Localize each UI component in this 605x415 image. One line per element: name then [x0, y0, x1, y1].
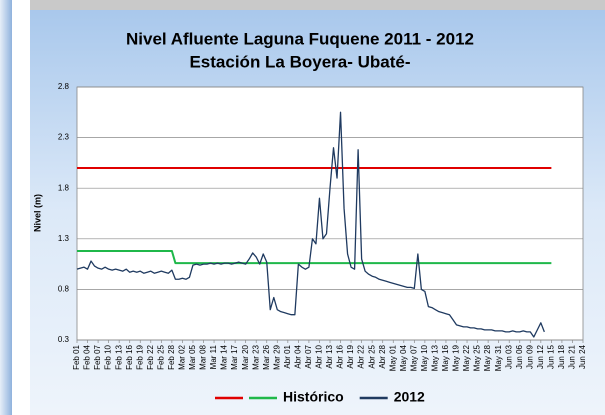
x-tick-label: Feb 25 — [156, 344, 165, 369]
y-tick-label: 2.8 — [58, 82, 70, 91]
x-tick-label: Mar 23 — [251, 344, 260, 369]
x-tick-label: May 04 — [399, 344, 408, 371]
x-tick-label: Mar 14 — [220, 344, 229, 369]
x-tick-label: Feb 13 — [114, 344, 123, 369]
x-tick-label: May 10 — [420, 344, 429, 371]
x-tick-label: May 16 — [441, 344, 450, 371]
y-tick-label: 1.3 — [58, 234, 70, 243]
x-tick-label: Jun 09 — [525, 344, 534, 369]
x-tick-label: Jun 15 — [546, 344, 555, 369]
x-tick-label: Abr 22 — [357, 344, 366, 368]
x-tick-label: May 19 — [452, 344, 461, 371]
legend-label: Histórico — [283, 389, 344, 405]
series-line — [76, 111, 545, 338]
x-tick-label: Abr 01 — [283, 344, 292, 368]
x-tick-label: Abr 16 — [336, 344, 345, 368]
series-line — [77, 249, 552, 265]
x-tick-label: Abr 13 — [325, 344, 334, 368]
x-tick-label: Mar 08 — [199, 344, 208, 369]
x-tick-label: Jun 12 — [536, 344, 545, 369]
y-tick-label: 0.8 — [58, 285, 70, 294]
x-tick-label: May 25 — [473, 344, 482, 371]
top-frame — [30, 0, 605, 10]
x-tick-label: Feb 07 — [93, 344, 102, 369]
x-tick-label: Feb 04 — [83, 344, 92, 369]
x-tick-label: May 28 — [483, 344, 492, 371]
x-tick-label: May 07 — [409, 344, 418, 371]
x-tick-label: Abr 07 — [304, 344, 313, 368]
x-tick-label: Jun 18 — [557, 344, 566, 369]
plot-area — [76, 86, 584, 341]
y-tick-label: 1.8 — [58, 183, 70, 192]
legend-label: 2012 — [394, 389, 425, 405]
x-tick-label: Mar 11 — [209, 344, 218, 369]
y-axis-label: Nivel (m) — [32, 194, 42, 232]
x-tick-label: Jun 06 — [515, 344, 524, 369]
x-tick-label: Feb 01 — [72, 344, 81, 369]
x-tick-label: May 01 — [388, 344, 397, 371]
x-tick-label: Abr 19 — [346, 344, 355, 368]
x-tick-label: May 13 — [431, 344, 440, 371]
x-tick-label: Mar 17 — [230, 344, 239, 369]
x-tick-label: Abr 28 — [378, 344, 387, 368]
x-tick-label: Mar 05 — [188, 344, 197, 369]
x-tick-label: Feb 22 — [146, 344, 155, 369]
x-tick-label: Jun 21 — [568, 344, 577, 369]
x-tick-label: Mar 02 — [178, 344, 187, 369]
x-tick-label: Abr 10 — [315, 344, 324, 368]
x-tick-label: Jun 24 — [578, 344, 587, 369]
x-tick-label: Feb 28 — [167, 344, 176, 369]
x-tick-label: Mar 20 — [241, 344, 250, 369]
x-tick-label: May 22 — [462, 344, 471, 371]
x-tick-label: Feb 10 — [104, 344, 113, 369]
x-tick-label: Mar 26 — [262, 344, 271, 369]
chart-title: Nivel Afluente Laguna Fuquene 2011 - 201… — [126, 29, 474, 48]
x-tick-label: Feb 16 — [125, 344, 134, 369]
x-tick-label: Abr 25 — [367, 344, 376, 368]
x-tick-label: Mar 29 — [272, 344, 281, 369]
y-tick-label: 2.3 — [58, 133, 70, 142]
x-tick-label: Abr 04 — [293, 344, 302, 368]
x-tick-label: Feb 19 — [135, 344, 144, 369]
y-tick-label: 0.3 — [58, 335, 70, 344]
chart-subtitle: Estación La Boyera- Ubaté- — [189, 52, 410, 71]
x-tick-label: Jun 03 — [504, 344, 513, 369]
side-frame — [0, 0, 12, 415]
x-tick-label: May 31 — [494, 344, 503, 371]
